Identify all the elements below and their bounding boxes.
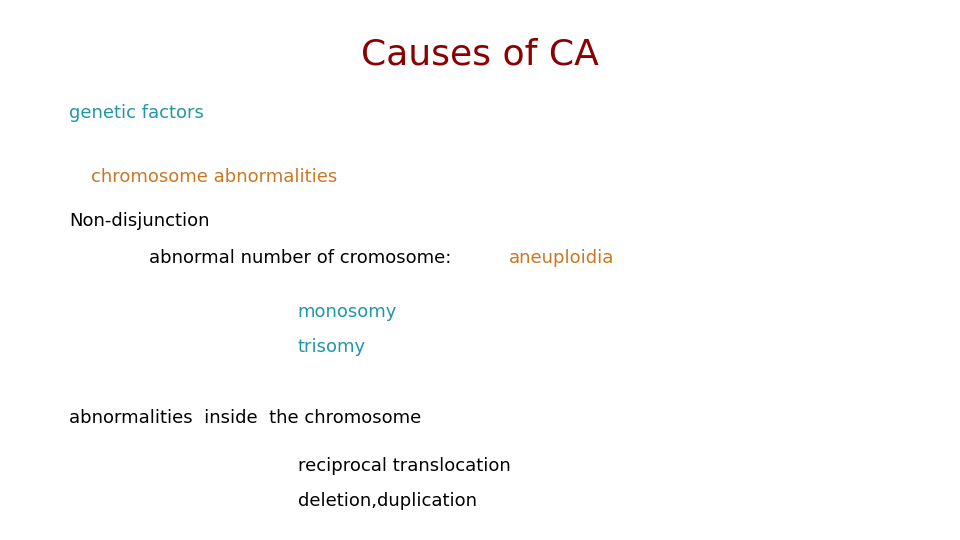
Text: monosomy: monosomy: [298, 303, 397, 321]
Text: chromosome abnormalities: chromosome abnormalities: [91, 168, 338, 186]
Text: abnormal number of cromosome:: abnormal number of cromosome:: [149, 249, 457, 267]
Text: trisomy: trisomy: [298, 339, 366, 356]
Text: genetic factors: genetic factors: [69, 104, 204, 122]
Text: abnormalities  inside  the chromosome: abnormalities inside the chromosome: [69, 409, 421, 427]
Text: Causes of CA: Causes of CA: [361, 38, 599, 72]
Text: aneuploidia: aneuploidia: [509, 249, 614, 267]
Text: reciprocal translocation: reciprocal translocation: [298, 457, 511, 475]
Text: deletion,duplication: deletion,duplication: [298, 492, 476, 510]
Text: Non-disjunction: Non-disjunction: [69, 212, 209, 230]
